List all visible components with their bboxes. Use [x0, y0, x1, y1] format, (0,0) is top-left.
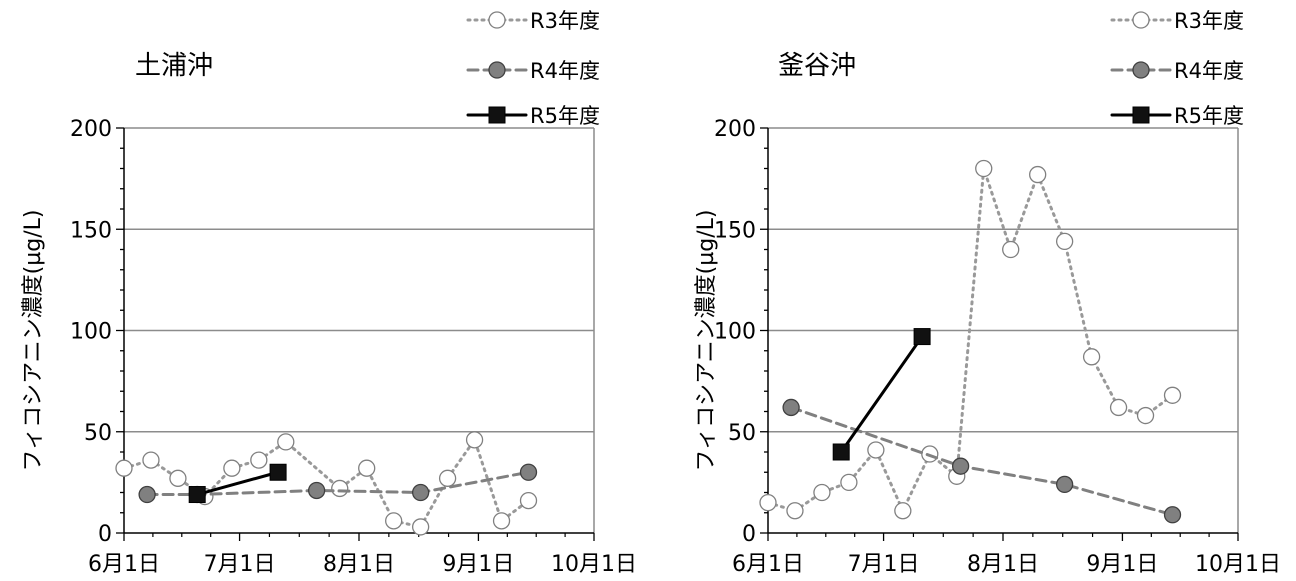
y-tick-label: 100 — [714, 320, 756, 345]
data-point — [1163, 506, 1182, 524]
x-tick-label: 6月1日 — [88, 552, 160, 577]
x-tick-label: 10月1日 — [1195, 552, 1281, 577]
data-point — [786, 502, 804, 520]
data-point — [975, 159, 993, 178]
legend-marker — [1132, 11, 1150, 29]
data-point — [250, 451, 268, 469]
data-point — [411, 518, 430, 536]
data-point — [188, 486, 206, 504]
data-point — [492, 512, 511, 530]
data-point — [138, 485, 156, 504]
data-point — [169, 469, 187, 487]
x-tick-label: 8月1日 — [967, 552, 1039, 577]
x-tick-label: 7月1日 — [848, 552, 920, 577]
data-point — [1163, 386, 1182, 404]
data-point — [307, 481, 326, 500]
y-tick-label: 100 — [70, 320, 112, 345]
data-point — [867, 441, 885, 459]
y-axis-title: フィコシアニン濃度(µg/L) — [694, 210, 719, 472]
data-point — [115, 459, 133, 477]
data-point — [411, 483, 430, 502]
legend-marker — [1132, 61, 1150, 79]
series-line — [839, 335, 924, 454]
data-point — [894, 502, 912, 520]
x-tick-label: 6月1日 — [732, 552, 804, 577]
y-axis-title: フィコシアニン濃度(µg/L) — [21, 210, 46, 472]
x-tick-label: 7月1日 — [204, 552, 276, 577]
x-tick-label: 9月1日 — [1086, 552, 1158, 577]
legend-marker — [1132, 106, 1150, 124]
y-tick-label: 200 — [70, 117, 112, 142]
y-tick-label: 200 — [714, 117, 756, 142]
data-point — [269, 463, 287, 481]
legend-label: R3年度 — [530, 9, 600, 33]
y-tick-label: 50 — [728, 421, 756, 446]
legend-label: R4年度 — [530, 59, 600, 83]
data-point — [465, 431, 484, 449]
data-point — [438, 469, 457, 487]
data-point — [840, 473, 858, 492]
data-point — [782, 398, 800, 417]
series-2 — [832, 328, 931, 461]
chart-title: 土浦沖 — [135, 51, 213, 81]
x-tick-label: 8月1日 — [323, 552, 395, 577]
legend-marker — [488, 11, 506, 29]
series-1 — [782, 398, 1182, 524]
y-tick-label: 150 — [714, 218, 756, 243]
data-point — [1002, 240, 1020, 259]
x-tick-label: 9月1日 — [442, 552, 514, 577]
data-point — [358, 459, 376, 477]
data-point — [277, 433, 295, 451]
legend-marker — [488, 106, 506, 124]
legend-label: R3年度 — [1174, 9, 1244, 33]
legend-item: R4年度 — [1110, 59, 1244, 83]
legend-item: R5年度 — [466, 104, 600, 128]
legend-item: R3年度 — [466, 9, 600, 33]
data-point — [519, 491, 538, 510]
chart-kamaya: 釜谷沖 0 50 100 150 200 6月1日 7月1日 8月1日 9月1日 10月1日 フィコシ… — [694, 9, 1281, 577]
data-point — [223, 459, 241, 477]
legend-label: R4年度 — [1174, 59, 1244, 83]
series-0 — [759, 159, 1182, 520]
y-tick-label: 50 — [84, 421, 112, 446]
chart-tsuchiura: 土浦沖 0 50 100 150 200 6月1日 7月1日 8月1日 9月1日 10月1日 フィコシ… — [21, 9, 637, 577]
legend-item: R5年度 — [1110, 104, 1244, 128]
data-point — [1109, 398, 1128, 417]
y-tick-label: 150 — [70, 218, 112, 243]
series-line — [789, 405, 1175, 517]
data-point — [1082, 348, 1101, 366]
data-point — [951, 457, 970, 475]
legend-label: R5年度 — [1174, 104, 1244, 128]
x-tick-label: 10月1日 — [551, 552, 637, 577]
data-point — [142, 451, 160, 469]
data-point — [1029, 165, 1047, 184]
y-tick-label: 0 — [98, 522, 112, 547]
legend-label: R5年度 — [530, 104, 600, 128]
chart-title: 釜谷沖 — [778, 51, 856, 81]
data-point — [331, 479, 349, 498]
series-line — [122, 436, 531, 529]
series-2 — [188, 463, 287, 504]
data-point — [832, 443, 850, 461]
y-tick-label: 0 — [742, 522, 756, 547]
data-point — [759, 493, 777, 512]
legend-item: R3年度 — [1110, 9, 1244, 33]
legend-item: R4年度 — [466, 59, 600, 83]
data-point — [1136, 406, 1155, 425]
data-point — [385, 512, 403, 530]
series-line — [766, 168, 1175, 515]
data-point — [1055, 475, 1074, 494]
data-point — [913, 328, 931, 346]
series-line — [195, 470, 280, 497]
data-point — [813, 483, 831, 502]
data-point — [519, 463, 538, 481]
data-point — [1055, 232, 1074, 251]
legend-marker — [488, 61, 506, 79]
